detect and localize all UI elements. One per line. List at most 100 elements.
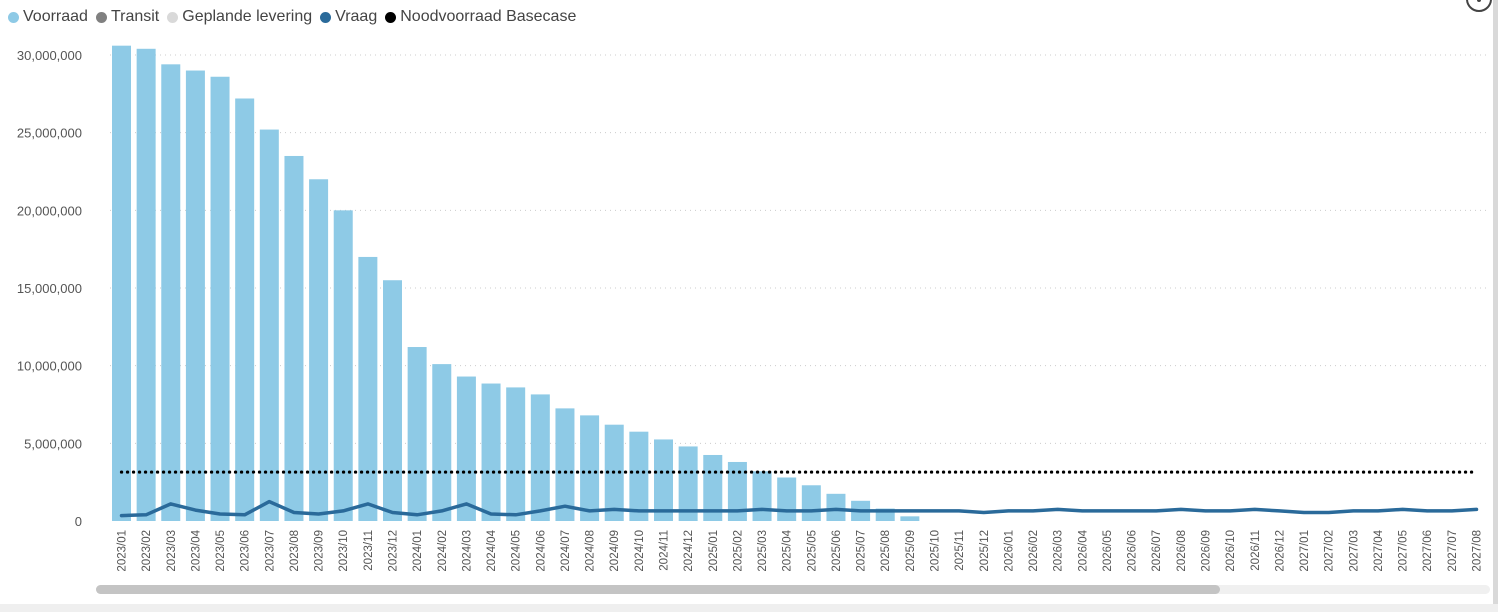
x-tick-label: 2024/02: [437, 530, 449, 572]
bar-voorraad: [407, 347, 427, 521]
y-tick-label: 15,000,000: [17, 281, 82, 296]
x-tick-label: 2023/06: [240, 530, 252, 572]
x-tick-label: 2025/11: [954, 530, 966, 571]
y-tick-label: 20,000,000: [17, 203, 82, 218]
x-tick-label: 2024/08: [585, 530, 597, 572]
x-tick-label: 2025/09: [905, 530, 917, 572]
x-tick-label: 2023/07: [264, 530, 276, 572]
x-tick-label: 2026/10: [1225, 530, 1237, 572]
x-tick-label: 2026/04: [1077, 529, 1089, 571]
chart-plot-area: 30,000,000 25,000,000 20,000,000 15,000,000…: [17, 45, 1488, 572]
x-tick-label: 2026/11: [1250, 530, 1262, 571]
legend-dot-transit: [95, 11, 107, 23]
x-tick-label: 2023/05: [215, 530, 227, 572]
bar-voorraad: [210, 76, 230, 521]
x-tick-label: 2026/05: [1102, 530, 1114, 572]
x-tick-label: 2025/08: [880, 530, 892, 572]
x-tick-label: 2025/06: [831, 530, 843, 572]
x-tick-label: 2024/04: [486, 529, 498, 571]
x-tick-label: 2026/02: [1028, 530, 1040, 572]
x-tick-label: 2025/10: [930, 530, 942, 572]
vraag-line: [119, 499, 1479, 518]
legend-item-vraag[interactable]: Vraag: [320, 8, 377, 26]
x-tick-label: 2024/03: [461, 530, 473, 572]
x-tick-label: 2024/09: [609, 530, 621, 572]
x-tick-label: 2026/07: [1151, 530, 1163, 572]
x-tick-label: 2024/07: [560, 530, 572, 572]
bar-voorraad: [333, 210, 353, 522]
x-tick-label: 2023/09: [314, 530, 326, 572]
bar-voorraad: [654, 439, 673, 521]
bar-voorraad: [752, 471, 772, 521]
bar-voorraad: [112, 45, 131, 522]
x-tick-label: 2027/06: [1422, 530, 1434, 572]
legend-item-geplande-levering[interactable]: Geplande levering: [167, 8, 312, 26]
bar-voorraad: [456, 376, 476, 521]
bar-voorraad: [727, 461, 747, 521]
legend-label-voorraad: Voorraad: [23, 8, 88, 25]
bar-voorraad: [530, 394, 550, 521]
x-tick-label: 2025/04: [782, 529, 794, 571]
x-tick-label: 2024/12: [683, 530, 695, 572]
x-tick-label: 2027/01: [1299, 530, 1311, 572]
horizontal-scrollbar-thumb[interactable]: [96, 585, 1220, 594]
x-tick-label: 2024/10: [634, 530, 646, 572]
x-tick-label: 2027/02: [1324, 530, 1336, 572]
y-tick-label: 0: [75, 514, 82, 529]
bar-voorraad: [185, 70, 205, 522]
x-tick-label: 2025/05: [806, 530, 818, 572]
y-tick-label: 30,000,000: [17, 48, 82, 63]
bar-voorraad: [580, 415, 600, 521]
bar-voorraad: [777, 477, 797, 521]
bar-voorraad: [284, 155, 304, 521]
bar-voorraad: [432, 364, 452, 521]
x-tick-label: 2023/10: [338, 530, 350, 572]
bar-voorraad: [900, 516, 920, 521]
x-tick-label: 2026/03: [1053, 530, 1065, 572]
bar-voorraad: [801, 485, 821, 521]
y-tick-label: 5,000,000: [24, 436, 82, 451]
x-tick-label: 2024/05: [511, 530, 523, 572]
legend-label-vraag: Vraag: [335, 8, 378, 25]
x-tick-label: 2027/05: [1398, 530, 1410, 572]
x-tick-label: 2025/02: [732, 530, 744, 572]
x-tick-label: 2026/06: [1127, 530, 1139, 572]
x-tick-label: 2025/03: [757, 530, 769, 572]
x-tick-label: 2023/04: [190, 529, 202, 571]
x-tick-label: 2025/01: [708, 530, 720, 572]
legend-dot-noodvoorraad: [385, 11, 397, 23]
bar-voorraad: [629, 431, 649, 521]
x-tick-label: 2026/09: [1201, 530, 1213, 572]
x-tick-label: 2023/08: [289, 530, 301, 572]
x-tick-label: 2023/12: [388, 530, 400, 572]
bar-voorraad: [481, 383, 501, 521]
bar-voorraad: [235, 98, 255, 521]
legend-label-noodvoorraad: Noodvoorraad Basecase: [400, 8, 577, 25]
x-tick-label: 2027/08: [1472, 530, 1484, 572]
bar-voorraad: [826, 493, 846, 521]
bar-voorraad: [555, 408, 575, 521]
x-tick-label: 2023/02: [141, 530, 153, 572]
chart-legend: Voorraad Transit Geplande levering Vraag…: [8, 6, 576, 28]
x-tick-label: 2024/01: [412, 530, 424, 572]
bar-voorraad: [309, 179, 329, 521]
y-tick-label: 25,000,000: [17, 126, 82, 141]
legend-dot-vraag: [320, 11, 332, 23]
y-tick-label: 10,000,000: [17, 359, 82, 374]
legend-item-transit[interactable]: Transit: [95, 8, 159, 26]
legend-dot-voorraad: [8, 11, 19, 23]
window-right-border: [1493, 0, 1498, 612]
legend-dot-geplande-levering: [167, 11, 179, 23]
x-tick-label: 2026/08: [1176, 530, 1188, 572]
x-tick-label: 2027/03: [1348, 530, 1360, 572]
bar-voorraad: [161, 64, 181, 521]
legend-item-noodvoorraad[interactable]: Noodvoorraad Basecase: [385, 8, 576, 26]
bar-voorraad: [259, 129, 279, 521]
bar-voorraad: [136, 48, 156, 521]
x-tick-label: 2023/01: [117, 530, 129, 572]
legend-item-voorraad[interactable]: Voorraad: [8, 8, 88, 26]
x-tick-label: 2025/07: [856, 530, 868, 572]
x-tick-label: 2027/04: [1373, 529, 1385, 571]
legend-label-geplande-levering: Geplande levering: [182, 8, 313, 25]
x-tick-label: 2026/01: [1003, 530, 1015, 572]
